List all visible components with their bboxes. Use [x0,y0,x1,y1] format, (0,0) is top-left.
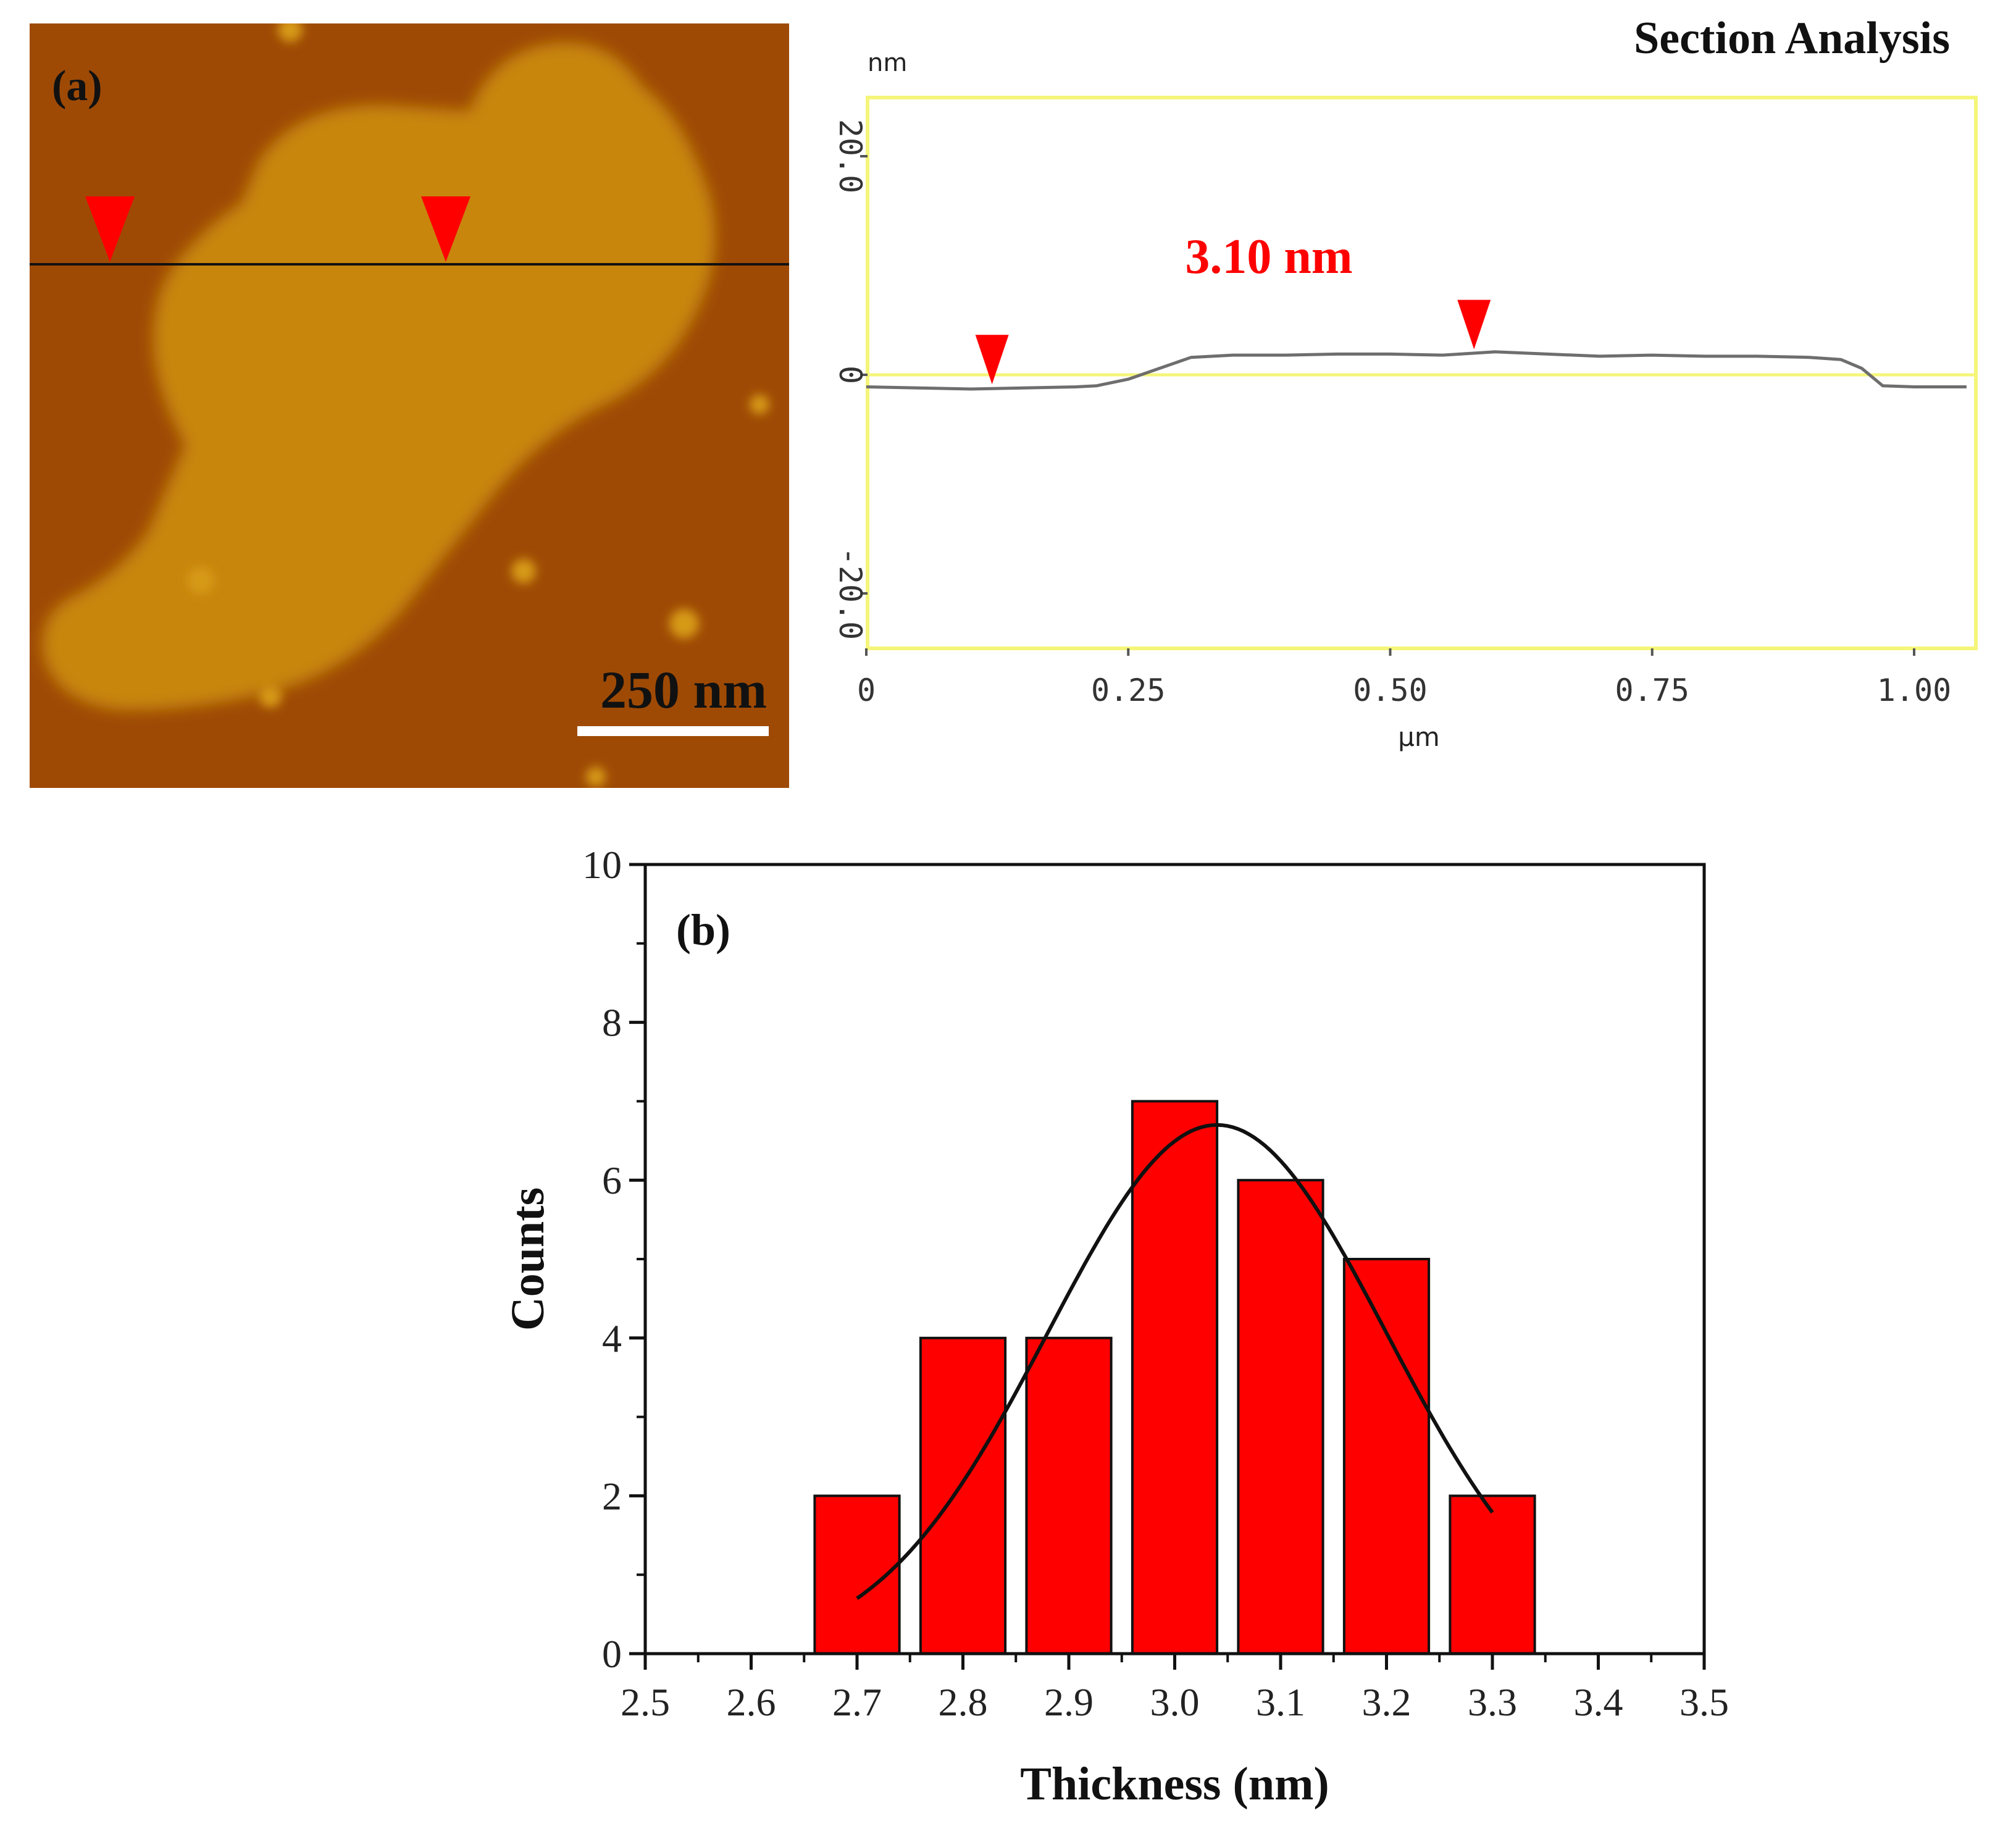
section-x-tick-label: 0 [857,672,876,708]
histogram-bar [1131,1100,1219,1655]
afm-section-marker-left [85,196,135,262]
section-y-tick-label: 0 [832,366,868,384]
histogram-y-tick-label: 4 [602,1317,622,1360]
histogram-x-tick-label: 2.7 [832,1680,882,1724]
scale-bar [577,726,769,736]
histogram-x-tick-label: 2.8 [939,1680,988,1724]
histogram-y-tick-label: 10 [582,843,622,887]
histogram-x-tick-label: 3.4 [1574,1680,1623,1724]
histogram-x-tick-label: 3.0 [1150,1680,1200,1724]
afm-section-marker-right [421,196,471,262]
scale-bar-label: 250 nm [600,660,767,719]
histogram-bar [1449,1494,1536,1655]
gaussian-fit-curve [856,1123,1494,1600]
panel-a-label: (a) [52,62,102,110]
section-x-tick-label: 0.75 [1615,672,1689,708]
histogram-y-tick-label: 0 [602,1632,622,1676]
section-y-unit: nm [868,49,907,77]
step-height-label: 3.10 nm [1185,230,1352,284]
histogram-y-tick-label: 8 [602,1001,622,1045]
histogram-y-axis-label: Counts [502,1187,554,1331]
height-profile-line [866,350,1967,391]
histogram-bar [919,1336,1007,1656]
profile-marker-left [975,335,1009,385]
histogram-x-tick-label: 2.6 [727,1680,776,1724]
afm-particle [278,23,303,42]
histogram-bar [1025,1336,1113,1656]
afm-particle [187,567,214,594]
afm-particle [750,395,769,414]
panel-b-label: (b) [676,905,730,955]
section-frame [866,96,1978,650]
thickness-histogram: 0 2 4 6 8 10 2.5 2.6 2.7 2.8 2.9 3.0 3.1 3.2 3.3 3.4 3.5… [502,843,1729,1810]
histogram-x-tick-label: 3.5 [1679,1680,1729,1724]
section-analysis-title: Section Analysis [1634,13,1950,64]
afm-particle [511,559,536,584]
histogram-x-tick-label: 3.3 [1468,1680,1517,1724]
afm-particle [586,767,606,787]
section-analysis-chart: Section Analysis nm μm 3.10 nm 20.0 0 -20.… [832,13,1978,752]
histogram-bar [1237,1179,1324,1655]
histogram-x-tick-label: 2.5 [621,1680,670,1724]
afm-image-panel: (a) 250 nm [30,23,789,788]
histogram-y-tick-label: 6 [602,1158,622,1202]
histogram-x-tick-label: 2.9 [1044,1680,1094,1724]
histogram-y-tick-label: 2 [602,1474,622,1518]
profile-marker-right [1457,299,1491,350]
histogram-x-axis-label: Thickness (nm) [1020,1758,1329,1810]
histogram-x-tick-label: 3.2 [1362,1680,1412,1724]
section-y-tick-label: -20.0 [832,547,868,640]
histogram-x-tick-label: 3.1 [1256,1680,1305,1724]
afm-flake [42,43,715,710]
afm-particle [259,685,282,708]
section-x-tick-label: 0.50 [1353,672,1427,708]
section-x-unit: μm [1398,722,1440,752]
histogram-bar [1342,1258,1431,1655]
afm-particle [669,609,699,638]
section-y-tick-label: 20.0 [832,119,868,193]
section-x-tick-label: 1.00 [1877,672,1951,708]
section-x-tick-label: 0.25 [1091,672,1165,708]
